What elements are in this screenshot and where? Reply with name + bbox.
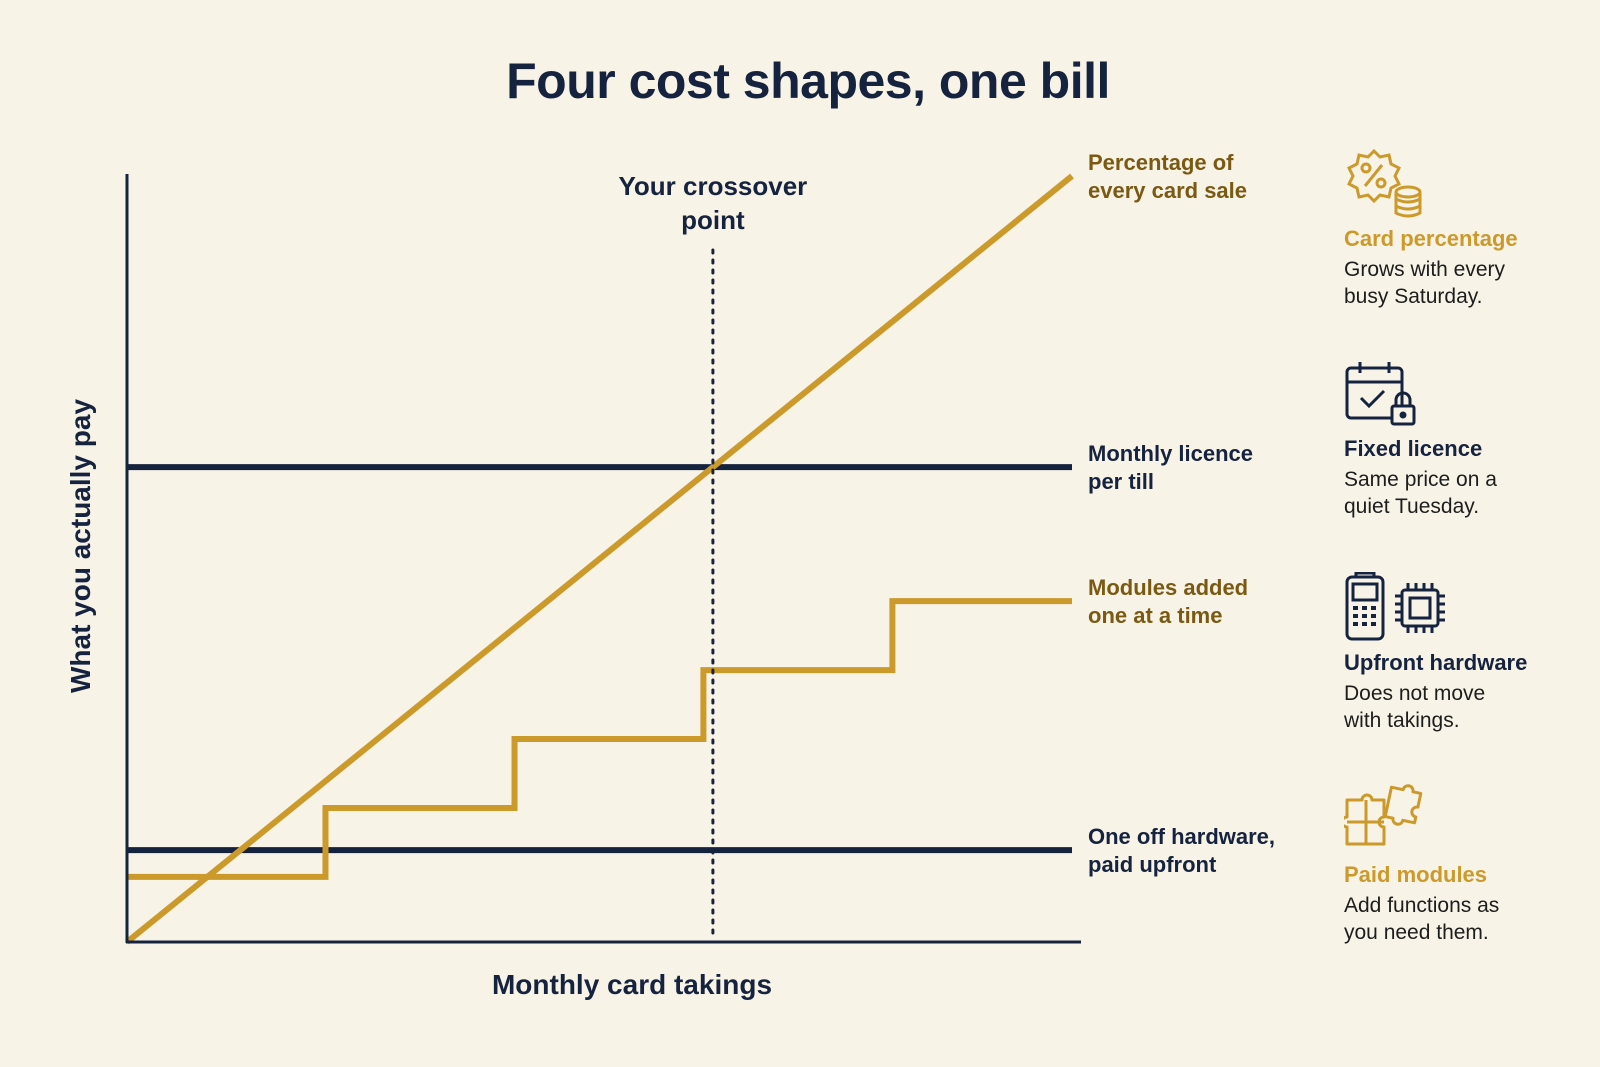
series-layer [125,173,1074,945]
calendar-lock-icon [1345,362,1416,426]
legend-item-licence: Fixed licence Same price on a quiet Tuesda… [1344,360,1584,520]
series-label-line: paid upfront [1088,852,1217,877]
legend-item-hardware: Upfront hardware Does not move with taking… [1344,572,1584,734]
legend-heading: Upfront hardware [1344,650,1528,675]
crossover-label: Your crossover point [618,171,807,235]
legend-description-line: busy Saturday. [1344,285,1483,308]
legend-heading: Fixed licence [1344,436,1483,461]
legend-heading: Paid modules [1344,862,1488,887]
crossover-label-line: Your crossover [618,171,807,201]
y-axis-title: What you actually pay [65,399,96,693]
series-line-card-percentage [125,173,1074,945]
series-label-card-percentage: Percentage of every card sale [1088,150,1247,203]
series-label-line: per till [1088,469,1154,494]
series-label-modules: Modules added one at a time [1088,575,1248,628]
legend-description-line: Does not move [1344,682,1486,705]
crossover-label-line: point [681,205,745,235]
legend-description-line: you need them. [1344,921,1489,944]
series-label-line: One off hardware, [1088,824,1275,849]
series-label-line: every card sale [1088,178,1247,203]
puzzle-pieces-icon [1344,784,1423,846]
series-label-hardware: One off hardware, paid upfront [1088,824,1275,877]
annotation-layer: Your crossover point [618,171,807,942]
legend-description-line: quiet Tuesday. [1344,495,1480,518]
series-label-line: Percentage of [1088,150,1234,175]
series-label-licence: Monthly licence per till [1088,441,1253,494]
legend-heading: Card percentage [1344,226,1518,251]
legend-description-line: Same price on a [1344,468,1497,491]
axes-layer: Monthly card takings What you actually p… [65,174,1081,1000]
legend-item-card-percentage: Card percentage Grows with every busy Satu… [1344,148,1584,310]
legend-description: Does not move with takings. [1344,680,1584,734]
percent-coins-icon [1346,148,1422,218]
series-labels: Percentage of every card sale Monthly lice… [1088,150,1275,877]
legend-item-modules: Paid modules Add functions as you need the… [1344,782,1584,946]
chart-title: Four cost shapes, one bill [506,53,1110,109]
legend-description-line: Add functions as [1344,894,1500,917]
legend-description-line: with takings. [1344,709,1460,732]
legend-description: Add functions as you need them. [1344,892,1584,946]
series-label-line: Monthly licence [1088,441,1253,466]
legend-description: Grows with every busy Saturday. [1344,256,1584,310]
series-label-line: Modules added [1088,575,1248,600]
series-label-line: one at a time [1088,603,1222,628]
card-terminal-chip-icon [1345,572,1445,641]
legend-description: Same price on a quiet Tuesday. [1344,466,1584,520]
x-axis-title: Monthly card takings [492,969,772,1000]
legend-description-line: Grows with every [1344,258,1506,281]
series-line-modules [127,598,1072,880]
